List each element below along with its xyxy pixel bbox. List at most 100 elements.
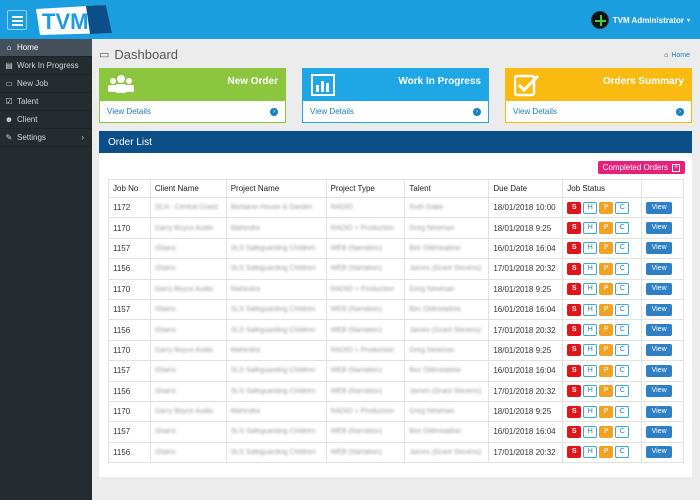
view-button[interactable]: View xyxy=(646,303,673,316)
status-h-button[interactable]: H xyxy=(583,303,598,316)
status-s-button[interactable]: S xyxy=(567,446,582,459)
status-c-button[interactable]: C xyxy=(615,425,630,438)
status-s-button[interactable]: S xyxy=(567,364,582,377)
card-new-order[interactable]: New Order View Details › xyxy=(99,68,286,123)
status-p-button[interactable]: P xyxy=(599,201,614,214)
status-s-button[interactable]: S xyxy=(567,222,582,235)
status-c-button[interactable]: C xyxy=(615,303,630,316)
cell-type: WEB (Narration) xyxy=(325,298,406,321)
cell-project: SLS Safeguarding Children xyxy=(225,319,327,341)
status-h-button[interactable]: H xyxy=(583,385,598,398)
status-h-button[interactable]: H xyxy=(583,222,598,235)
card-work-in-progress[interactable]: Work In Progress View Details › xyxy=(302,68,489,123)
status-p-button[interactable]: P xyxy=(599,405,614,418)
status-c-button[interactable]: C xyxy=(615,385,630,398)
cell-project: SLS Safeguarding Children xyxy=(225,441,327,464)
column-header xyxy=(641,179,684,198)
view-button[interactable]: View xyxy=(646,344,673,357)
status-c-button[interactable]: C xyxy=(615,283,630,296)
status-s-button[interactable]: S xyxy=(567,262,582,275)
status-c-button[interactable]: C xyxy=(615,324,630,337)
table-header: Job No Client Name Project Name Project Typ… xyxy=(108,179,684,198)
table-row: 1156 iStains SLS Safeguarding Children WEB … xyxy=(108,319,684,341)
status-s-button[interactable]: S xyxy=(567,324,582,337)
status-p-button[interactable]: P xyxy=(599,425,614,438)
status-h-button[interactable]: H xyxy=(583,283,598,296)
status-c-button[interactable]: C xyxy=(615,344,630,357)
sidebar-item-home[interactable]: ⌂ Home xyxy=(0,39,92,57)
status-c-button[interactable]: C xyxy=(615,222,630,235)
view-button[interactable]: View xyxy=(646,364,673,377)
view-button[interactable]: View xyxy=(646,201,673,214)
status-h-button[interactable]: H xyxy=(583,364,598,377)
status-p-button[interactable]: P xyxy=(599,385,614,398)
view-button[interactable]: View xyxy=(646,222,673,235)
view-button[interactable]: View xyxy=(646,405,673,418)
view-button[interactable]: View xyxy=(646,425,673,438)
view-details-link[interactable]: View Details xyxy=(107,107,151,116)
status-s-button[interactable]: S xyxy=(567,344,582,357)
breadcrumb[interactable]: ⌂ Home xyxy=(664,52,690,59)
card-footer[interactable]: View Details › xyxy=(100,101,285,122)
view-button[interactable]: View xyxy=(646,262,673,275)
sidebar-item-work-in-progress[interactable]: ▤ Work In Progress xyxy=(0,57,92,75)
status-c-button[interactable]: C xyxy=(615,446,630,459)
cell-client: Garry Boyce Audio xyxy=(149,217,227,239)
status-h-button[interactable]: H xyxy=(583,425,598,438)
status-c-button[interactable]: C xyxy=(615,364,630,377)
menu-toggle-button[interactable] xyxy=(7,10,27,30)
view-button[interactable]: View xyxy=(646,324,673,337)
status-s-button[interactable]: S xyxy=(567,303,582,316)
status-h-button[interactable]: H xyxy=(583,201,598,214)
sidebar-item-settings[interactable]: ✎ Settings › xyxy=(0,129,92,147)
cell-client: SCA - Central Coast xyxy=(149,196,227,219)
status-h-button[interactable]: H xyxy=(583,446,598,459)
card-footer[interactable]: View Details › xyxy=(506,101,691,122)
status-s-button[interactable]: S xyxy=(567,242,582,255)
sidebar-item-client[interactable]: ☻ Client xyxy=(0,111,92,129)
view-details-link[interactable]: View Details xyxy=(310,107,354,116)
view-details-link[interactable]: View Details xyxy=(513,107,557,116)
status-p-button[interactable]: P xyxy=(599,364,614,377)
users-icon: ☻ xyxy=(4,115,14,124)
view-cell: View xyxy=(641,441,684,464)
status-h-button[interactable]: H xyxy=(583,242,598,255)
status-p-button[interactable]: P xyxy=(599,242,614,255)
status-s-button[interactable]: S xyxy=(567,385,582,398)
view-button[interactable]: View xyxy=(646,446,673,459)
status-h-button[interactable]: H xyxy=(583,262,598,275)
status-c-button[interactable]: C xyxy=(615,201,630,214)
status-s-button[interactable]: S xyxy=(567,283,582,296)
status-p-button[interactable]: P xyxy=(599,303,614,316)
status-s-button[interactable]: S xyxy=(567,425,582,438)
cell-job: 1156 xyxy=(108,319,151,341)
completed-orders-button[interactable]: Completed Orders + xyxy=(597,161,685,174)
status-c-button[interactable]: C xyxy=(615,242,630,255)
user-menu[interactable]: TVM Administrator ▾ xyxy=(590,10,690,30)
cell-type: WEB (Narration) xyxy=(325,421,406,443)
status-p-button[interactable]: P xyxy=(599,446,614,459)
status-s-button[interactable]: S xyxy=(567,405,582,418)
status-c-button[interactable]: C xyxy=(615,405,630,418)
status-h-button[interactable]: H xyxy=(583,324,598,337)
card-footer[interactable]: View Details › xyxy=(303,101,488,122)
breadcrumb-home[interactable]: Home xyxy=(671,52,690,59)
view-button[interactable]: View xyxy=(646,385,673,398)
sidebar-item-new-job[interactable]: ▭ New Job xyxy=(0,75,92,93)
status-p-button[interactable]: P xyxy=(599,344,614,357)
sidebar-item-talent[interactable]: ☑ Talent xyxy=(0,93,92,111)
status-h-button[interactable]: H xyxy=(583,405,598,418)
card-title: New Order xyxy=(227,76,278,87)
status-p-button[interactable]: P xyxy=(599,222,614,235)
status-p-button[interactable]: P xyxy=(599,283,614,296)
status-s-button[interactable]: S xyxy=(567,201,582,214)
status-h-button[interactable]: H xyxy=(583,344,598,357)
card-orders-summary[interactable]: Orders Summary View Details › xyxy=(505,68,692,123)
status-p-button[interactable]: P xyxy=(599,324,614,337)
status-p-button[interactable]: P xyxy=(599,262,614,275)
view-button[interactable]: View xyxy=(646,283,673,296)
status-c-button[interactable]: C xyxy=(615,262,630,275)
view-button[interactable]: View xyxy=(646,242,673,255)
